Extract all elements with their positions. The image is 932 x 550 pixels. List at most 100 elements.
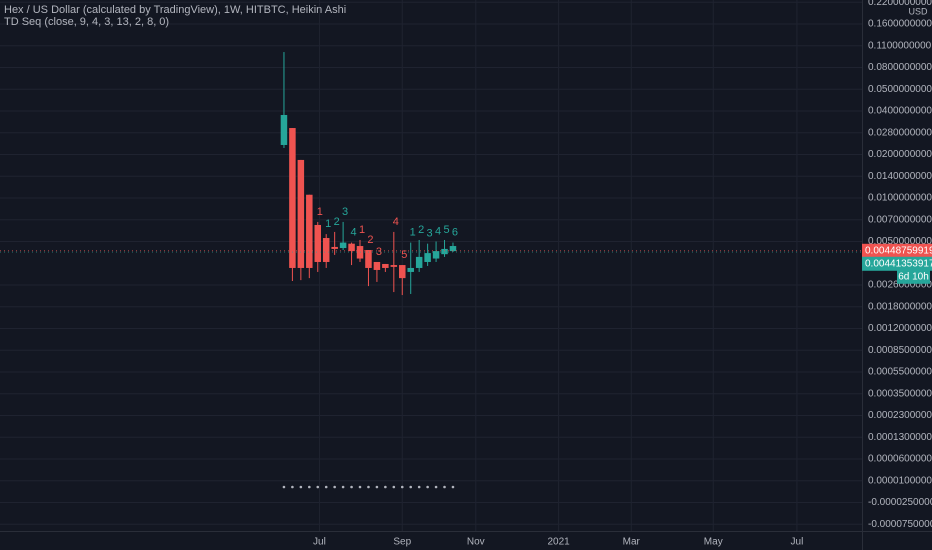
td-dot — [375, 485, 379, 489]
td-dot — [451, 485, 455, 489]
y-tick-label: 0.1100000000 — [868, 40, 932, 51]
td-dot — [367, 485, 370, 489]
td-dot — [417, 485, 421, 489]
y-tick-label: 0.0280000000 — [868, 127, 932, 138]
y-tick-label: -0.0000750000 — [868, 519, 932, 530]
y-tick-label: 0.0026000000 — [868, 280, 932, 291]
td-dot — [324, 485, 328, 489]
candle-body — [399, 265, 406, 279]
y-tick-label: 0.0000100000 — [868, 475, 932, 486]
candle-body — [390, 265, 398, 267]
y-tick-label: 0.0200000000 — [868, 149, 932, 160]
td-dot — [282, 485, 286, 489]
td-seq-label: 6 — [452, 226, 458, 238]
y-tick-label: -0.0000250000 — [868, 497, 932, 508]
indicator-price-label: 0.00441353917 — [865, 258, 932, 269]
y-tick-label: 0.0005500000 — [868, 367, 932, 378]
y-tick-label: 0.0018000000 — [868, 301, 932, 312]
td-dot — [400, 485, 404, 489]
y-tick-label: 0.0800000000 — [868, 62, 932, 73]
td-dot — [350, 485, 353, 489]
td-dot — [409, 485, 413, 489]
grid — [0, 0, 862, 531]
chart-title: Hex / US Dollar (calculated by TradingVi… — [4, 4, 346, 16]
td-dot — [291, 485, 294, 489]
td-seq-label: 3 — [376, 246, 382, 258]
x-tick-label: Sep — [393, 537, 411, 548]
y-tick-label: 0.0002300000 — [868, 410, 932, 421]
y-tick-label: 0.0400000000 — [868, 106, 932, 117]
candle-body — [441, 248, 448, 255]
last-price-label: 0.00448759919 — [865, 245, 932, 256]
candle-body — [297, 159, 305, 268]
indicator-title: TD Seq (close, 9, 4, 3, 13, 2, 8, 0) — [4, 16, 169, 28]
y-tick-label: 0.0050000000 — [868, 236, 932, 247]
y-tick-label: 0.1600000000 — [868, 19, 932, 30]
candle-body — [339, 242, 347, 249]
candle-body — [314, 224, 322, 262]
x-tick-label: May — [704, 537, 723, 548]
td-dot — [384, 485, 387, 489]
x-tick-label: Jul — [313, 537, 326, 548]
y-tick-label: 0.0070000000 — [868, 214, 932, 225]
td-dot — [426, 485, 429, 489]
candle-body — [432, 251, 440, 259]
countdown-label: 6d 10h — [898, 271, 929, 282]
td-dot — [358, 485, 362, 489]
candle-body — [424, 253, 431, 262]
td-dot — [392, 485, 396, 489]
td-seq-label: 2 — [418, 224, 424, 236]
y-tick-label: 0.0000600000 — [868, 454, 932, 465]
currency-label: USD — [908, 6, 928, 16]
candle-body — [382, 263, 389, 268]
td-dot — [299, 485, 303, 489]
td-seq-label: 1 — [325, 218, 331, 230]
candle-body — [365, 250, 372, 268]
y-tick-label: 0.0012000000 — [868, 323, 932, 334]
td-seq-label: 1 — [359, 224, 365, 236]
x-tick-label: Mar — [623, 537, 641, 548]
candle-body — [289, 128, 296, 268]
y-tick-label: 0.0100000000 — [868, 193, 932, 204]
td-seq-label: 3 — [342, 206, 348, 218]
td-dot — [341, 485, 345, 489]
y-tick-label: 0.0001300000 — [868, 432, 932, 443]
td-seq-label: 1 — [410, 226, 416, 238]
td-seq-label: 2 — [367, 234, 373, 246]
y-tick-label: 0.0500000000 — [868, 84, 932, 95]
candle-body — [373, 261, 381, 270]
td-dot — [443, 485, 446, 489]
y-tick-label: 0.0140000000 — [868, 171, 932, 182]
td-seq-label: 4 — [435, 225, 441, 237]
y-tick-label: 0.0008500000 — [868, 345, 932, 356]
candle-body — [348, 243, 355, 252]
td-seq-label: 5 — [443, 224, 449, 236]
td-seq-label: 4 — [350, 226, 356, 238]
candle-body — [449, 246, 457, 252]
td-dot — [316, 485, 320, 489]
td-seq-label: 1 — [317, 206, 323, 218]
candle-body — [407, 267, 414, 272]
candle-body — [306, 194, 313, 268]
td-dot — [308, 485, 311, 489]
candle-body — [322, 238, 330, 262]
x-tick-label: Jul — [791, 537, 804, 548]
td-dot — [434, 485, 438, 489]
y-tick-label: 0.0003500000 — [868, 388, 932, 399]
candle-body — [280, 114, 288, 145]
indicator-price-box — [862, 256, 932, 271]
last-price-box — [862, 243, 932, 258]
y-tick-label: 0.2200000000 — [868, 0, 932, 8]
td-seq-label: 4 — [393, 216, 399, 228]
candle-body — [331, 246, 338, 249]
td-dot — [333, 485, 336, 489]
x-tick-label: 2021 — [547, 537, 570, 548]
td-seq-label: 5 — [401, 249, 407, 261]
td-seq-label: 2 — [334, 216, 340, 228]
td-seq-label: 3 — [427, 228, 433, 240]
candle-body — [415, 256, 423, 268]
